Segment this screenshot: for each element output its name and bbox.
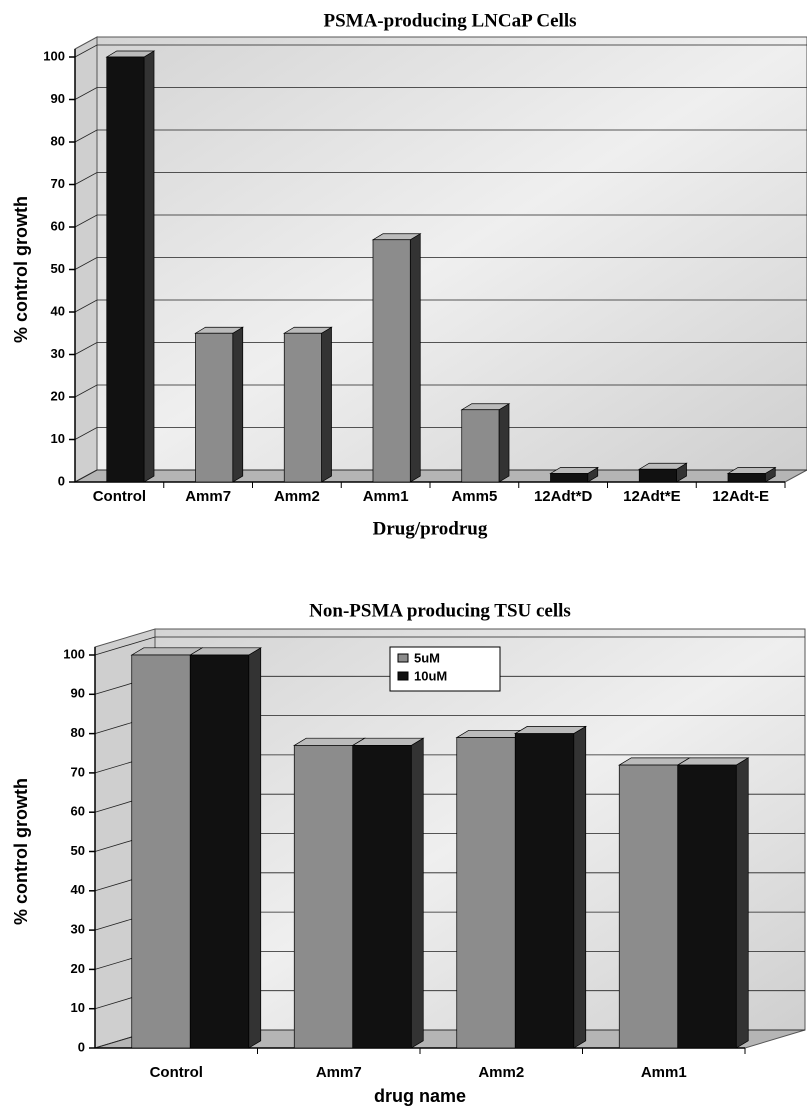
bar [293,745,354,1049]
bar-side [232,326,244,483]
legend-label: 10uM [414,668,447,683]
bar [195,332,234,483]
y-tick-label: 90 [71,686,85,701]
grid-line [74,214,807,228]
bar-side [573,725,587,1049]
x-axis-label: Drug/prodrug [373,518,488,539]
grid-line [74,44,807,58]
y-axis-label: % control growth [11,196,31,343]
y-tick-label: 50 [71,843,85,858]
bar-top [513,726,588,734]
y-tick-label: 70 [51,176,65,191]
x-tick-label: Amm1 [641,1064,687,1081]
grid-line [74,129,807,143]
y-tick-label: 10 [51,431,65,446]
grid-line [74,384,807,398]
x-tick-label: Amm2 [478,1064,524,1081]
x-tick-label: Control [93,488,146,505]
bar [106,56,145,483]
y-tick-label: 80 [71,725,85,740]
bar [456,737,516,1049]
y-tick-label: 60 [51,218,65,233]
bar [131,654,191,1049]
grid-line [74,299,807,313]
bar [514,733,575,1049]
bar-side [248,647,262,1049]
grid-line [94,636,805,656]
y-tick-label: 20 [71,961,85,976]
bar [550,473,589,483]
chart-title: PSMA-producing LNCaP Cells [323,10,576,31]
y-tick-label: 80 [51,133,65,148]
bar [727,473,766,483]
x-tick-label: 12Adt-E [712,488,769,505]
bar [283,332,322,483]
grid-line [74,427,807,440]
y-tick-label: 40 [71,882,85,897]
y-tick-label: 30 [71,922,85,937]
y-tick-label: 90 [51,91,65,106]
x-axis-label: drug name [374,1086,466,1106]
y-axis-label: % control growth [11,778,31,925]
y-tick-label: 0 [78,1039,85,1054]
grid-line [74,87,807,100]
grid-line [74,257,807,270]
y-tick-label: 100 [63,646,85,661]
x-tick-label: Amm7 [185,488,231,505]
bar-side [735,757,749,1049]
bar-top [351,737,425,746]
x-tick-label: Control [150,1064,203,1081]
bar-side [321,326,332,483]
bar [461,409,500,483]
grid-line [74,342,807,355]
grid-line [74,172,807,185]
legend-label: 5uM [414,650,440,665]
x-tick-label: Amm5 [451,488,497,505]
x-tick-label: Amm2 [274,488,320,505]
y-tick-label: 20 [51,388,65,403]
bar [618,764,679,1049]
bar-side [409,233,421,483]
y-tick-label: 70 [71,764,85,779]
bar-top [676,757,750,766]
bar [372,239,411,483]
y-tick-label: 100 [43,48,65,63]
floor [74,469,807,483]
x-tick-label: Amm1 [363,488,409,505]
x-tick-label: 12Adt*E [623,488,681,505]
x-tick-label: 12Adt*D [534,488,593,505]
legend-swatch [397,671,409,681]
y-tick-label: 10 [71,1000,85,1015]
bar-side [410,737,424,1049]
bar [677,764,737,1049]
bar-side [498,403,510,483]
y-tick-label: 50 [51,261,65,276]
y-tick-label: 40 [51,303,65,318]
bar [638,468,677,483]
y-tick-label: 60 [71,804,85,819]
bar [352,745,412,1049]
y-tick-label: 0 [58,473,65,488]
legend-swatch [397,653,409,663]
bar-top [188,647,263,656]
chart-title: Non-PSMA producing TSU cells [309,600,571,621]
bar-side [143,50,155,483]
x-tick-label: Amm7 [316,1064,362,1081]
y-tick-label: 30 [51,346,65,361]
bar [189,654,250,1049]
